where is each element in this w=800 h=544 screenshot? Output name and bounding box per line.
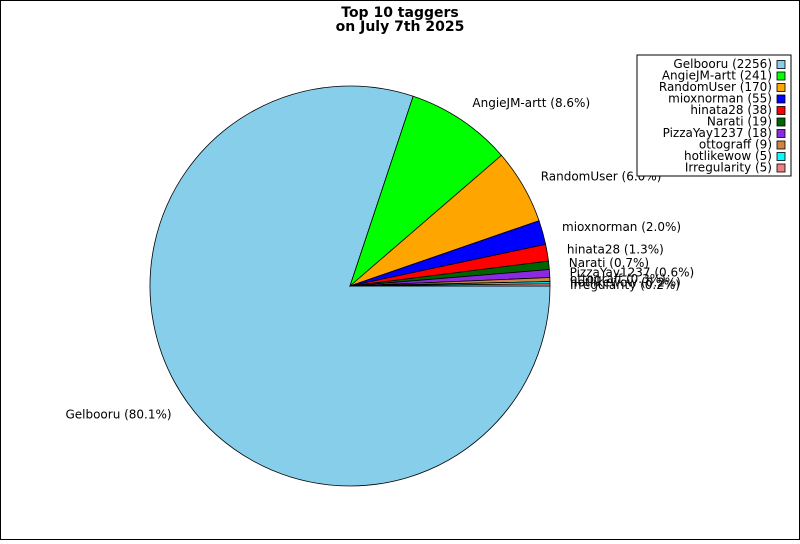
legend-box [636, 54, 792, 177]
slice-label-narati: Narati (0.7%) [569, 256, 649, 270]
legend-swatch-gelbooru [776, 60, 786, 69]
legend-swatch-hinata28 [776, 106, 786, 115]
slice-label-ottograff: ottograff (0.3%) [570, 272, 666, 286]
legend-swatch-irregularity [776, 163, 786, 173]
legend-label-randomuser: RandomUser (170) [659, 80, 772, 94]
legend: Gelbooru (2256)AngieJM-artt (241)RandomU… [636, 54, 792, 177]
chart-title-line-1: Top 10 taggers [341, 5, 458, 21]
legend-swatch-mioxnorman [776, 94, 786, 104]
legend-swatch-randomuser [776, 83, 786, 92]
slice-label-gelbooru: Gelbooru (80.1%) [65, 408, 171, 422]
slice-label-irregularity: Irregularity (0.2%) [570, 278, 680, 292]
legend-label-irregularity: Irregularity (5) [685, 161, 772, 175]
slice-label-randomuser: RandomUser (6.0%) [541, 169, 662, 183]
slice-label-pizzayay1237: PizzaYay1237 (0.6%) [570, 265, 695, 279]
legend-swatch-pizzayay1237 [776, 129, 786, 138]
legend-swatch-ottograff [776, 140, 786, 150]
pie-labels: Gelbooru (80.1%) AngieJM-artt (8.6%) Rando… [65, 96, 694, 422]
legend-swatch-narati [776, 117, 786, 127]
legend-label-narati: Narati (19) [707, 115, 772, 129]
chart-title-line-2: on July 7th 2025 [336, 19, 465, 35]
legend-label-hotlikewow: hotlikewow (5) [684, 149, 772, 163]
legend-label-hinata28: hinata28 (38) [690, 103, 772, 117]
legend-label-angiejm-artt: AngieJM-artt (241) [662, 69, 772, 83]
legend-swatch-hotlikewow [776, 152, 786, 161]
slice-label-hinata28: hinata28 (1.3%) [567, 242, 664, 256]
legend-swatch-angiejm-artt [776, 71, 786, 81]
legend-label-ottograff: ottograff (9) [699, 138, 772, 152]
legend-label-pizzayay1237: PizzaYay1237 (18) [663, 126, 772, 140]
legend-label-mioxnorman: mioxnorman (55) [668, 92, 772, 106]
legend-label-gelbooru: Gelbooru (2256) [673, 57, 772, 71]
pie-slices [149, 85, 551, 487]
slice-label-hotlikewow: hotlikewow (0.2%) [570, 275, 681, 289]
slice-label-angiejm-artt: AngieJM-artt (8.6%) [472, 96, 590, 110]
slice-label-mioxnorman: mioxnorman (2.0%) [562, 220, 681, 234]
pie-slice-angiejm-artt [349, 95, 503, 288]
pie-slice-irregularity [349, 283, 551, 287]
